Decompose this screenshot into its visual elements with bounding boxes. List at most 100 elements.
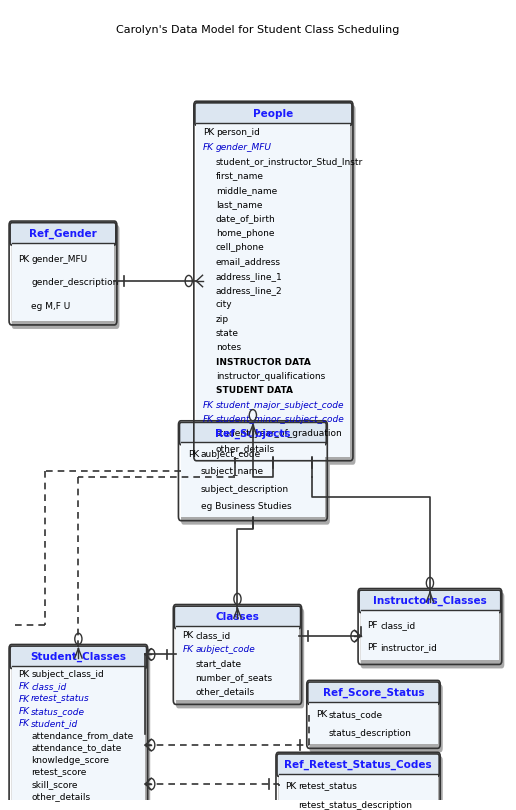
Text: PF: PF — [367, 621, 378, 630]
FancyBboxPatch shape — [176, 608, 304, 709]
FancyBboxPatch shape — [309, 702, 438, 744]
FancyBboxPatch shape — [361, 593, 504, 668]
Text: state: state — [216, 329, 239, 338]
Text: Ref_Gender: Ref_Gender — [29, 228, 97, 239]
Text: other_details: other_details — [216, 444, 275, 453]
FancyBboxPatch shape — [174, 606, 301, 629]
Text: People: People — [253, 109, 294, 119]
Text: PK: PK — [19, 255, 29, 264]
Text: FK: FK — [203, 415, 214, 424]
FancyBboxPatch shape — [12, 649, 150, 810]
Text: student_id: student_id — [31, 719, 78, 728]
Text: city: city — [216, 301, 233, 309]
FancyBboxPatch shape — [197, 123, 350, 457]
Text: Classes: Classes — [216, 612, 260, 622]
Text: FK: FK — [203, 401, 214, 410]
Text: student_year_of_graduation: student_year_of_graduation — [216, 429, 343, 438]
Text: PK: PK — [19, 670, 29, 679]
Text: PF: PF — [367, 643, 378, 652]
Text: Ref_Retest_Status_Codes: Ref_Retest_Status_Codes — [284, 760, 432, 770]
Text: PK: PK — [188, 450, 199, 459]
FancyBboxPatch shape — [361, 610, 499, 660]
Text: last_name: last_name — [216, 200, 263, 209]
Text: FK: FK — [19, 694, 29, 704]
Text: aubject_code: aubject_code — [196, 646, 255, 654]
Text: person_id: person_id — [216, 128, 260, 138]
FancyBboxPatch shape — [176, 626, 299, 701]
FancyBboxPatch shape — [359, 590, 501, 612]
FancyBboxPatch shape — [279, 757, 443, 810]
Text: retest_score: retest_score — [31, 768, 87, 777]
Text: subject_class_id: subject_class_id — [31, 670, 104, 679]
FancyBboxPatch shape — [279, 774, 438, 810]
Text: gender_description: gender_description — [31, 279, 119, 288]
Text: gender_MFU: gender_MFU — [216, 143, 272, 151]
Text: FK: FK — [203, 143, 214, 151]
FancyBboxPatch shape — [10, 223, 116, 245]
Text: Ref_Score_Status: Ref_Score_Status — [322, 688, 424, 698]
Text: PK: PK — [285, 782, 297, 791]
Text: PK: PK — [183, 632, 194, 641]
Text: home_phone: home_phone — [216, 228, 275, 237]
Text: FK: FK — [19, 682, 29, 692]
FancyBboxPatch shape — [195, 103, 352, 126]
Text: Instructors_Classes: Instructors_Classes — [373, 596, 487, 607]
Text: address_line_1: address_line_1 — [216, 271, 283, 281]
FancyBboxPatch shape — [309, 684, 443, 752]
Text: FK: FK — [183, 646, 194, 654]
Text: retest_status_description: retest_status_description — [298, 801, 412, 810]
Text: email_address: email_address — [216, 258, 281, 266]
Text: status_code: status_code — [31, 707, 85, 716]
Text: student_major_subject_code: student_major_subject_code — [216, 401, 344, 410]
Text: PK: PK — [316, 710, 327, 719]
Text: first_name: first_name — [216, 172, 264, 181]
Text: gender_MFU: gender_MFU — [31, 255, 87, 264]
Text: knowledge_score: knowledge_score — [31, 756, 109, 765]
Text: address_line_2: address_line_2 — [216, 286, 283, 295]
Text: middle_name: middle_name — [216, 185, 277, 194]
Text: retest_status: retest_status — [298, 782, 357, 791]
Text: student_minor_subject_code: student_minor_subject_code — [216, 415, 345, 424]
Text: other_details: other_details — [31, 792, 90, 801]
Text: Carolyn's Data Model for Student Class Scheduling: Carolyn's Data Model for Student Class S… — [116, 25, 400, 36]
Text: subject_name: subject_name — [201, 467, 264, 476]
FancyBboxPatch shape — [12, 225, 119, 329]
FancyBboxPatch shape — [181, 442, 325, 517]
Text: Ref_Subjects: Ref_Subjects — [215, 428, 291, 439]
FancyBboxPatch shape — [277, 754, 439, 776]
Text: INSTRUCTOR DATA: INSTRUCTOR DATA — [216, 358, 311, 367]
Text: class_id: class_id — [380, 621, 415, 630]
Text: class_id: class_id — [196, 632, 231, 641]
Text: STUDENT DATA: STUDENT DATA — [216, 386, 293, 395]
Text: attendance_to_date: attendance_to_date — [31, 744, 122, 752]
FancyBboxPatch shape — [12, 243, 115, 321]
Text: subject_description: subject_description — [201, 484, 288, 493]
Text: FK: FK — [19, 707, 29, 716]
Text: cell_phone: cell_phone — [216, 243, 265, 252]
Text: date_of_birth: date_of_birth — [216, 215, 276, 224]
Text: instructor_qualifications: instructor_qualifications — [216, 372, 325, 381]
Text: retest_status: retest_status — [31, 694, 90, 704]
Text: student_or_instructor_Stud_Instr: student_or_instructor_Stud_Instr — [216, 157, 363, 166]
Text: Student_Classes: Student_Classes — [30, 652, 126, 663]
FancyBboxPatch shape — [12, 666, 145, 804]
Text: FK: FK — [19, 719, 29, 728]
Text: status_code: status_code — [329, 710, 383, 719]
Text: eg Business Studies: eg Business Studies — [201, 501, 291, 511]
Text: eg M,F U: eg M,F U — [31, 302, 70, 311]
FancyBboxPatch shape — [308, 682, 439, 705]
Text: attendance_from_date: attendance_from_date — [31, 731, 134, 740]
Text: skill_score: skill_score — [31, 780, 77, 789]
Text: zip: zip — [216, 314, 229, 324]
Text: PK: PK — [203, 128, 214, 138]
Text: other_details: other_details — [196, 688, 254, 697]
Text: class_id: class_id — [31, 682, 67, 692]
Text: start_date: start_date — [196, 659, 241, 668]
Text: notes: notes — [216, 343, 241, 352]
Text: instructor_id: instructor_id — [380, 643, 437, 652]
FancyBboxPatch shape — [180, 422, 326, 445]
Text: number_of_seats: number_of_seats — [196, 673, 272, 683]
FancyBboxPatch shape — [181, 424, 330, 525]
FancyBboxPatch shape — [10, 646, 147, 668]
FancyBboxPatch shape — [197, 105, 356, 465]
